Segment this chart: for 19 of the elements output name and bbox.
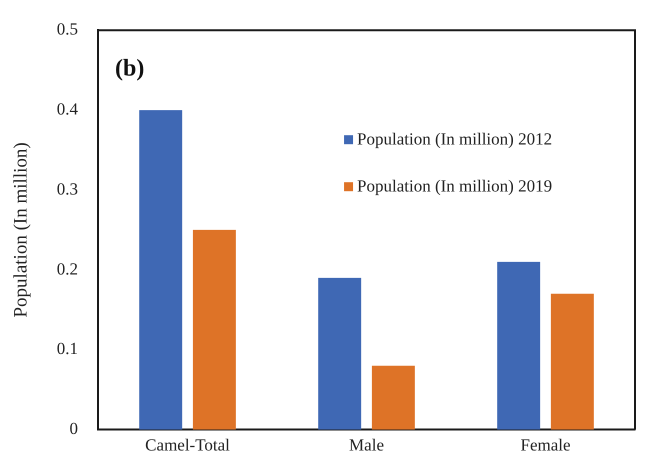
x-tick-label: Male [349,435,384,454]
annotation: (b) [115,55,144,82]
y-tick-label: 0.4 [56,100,79,119]
legend-label: Population (In million) 2019 [357,176,552,196]
y-tick-label: 0.1 [56,339,78,358]
bar [372,366,415,430]
x-tick-label: Camel-Total [145,435,230,454]
y-tick-label: 0.3 [56,179,78,198]
y-tick-label: 0 [70,419,78,438]
y-tick-label: 0.5 [56,20,78,39]
bar [139,110,182,430]
bar [497,262,540,430]
bar [550,294,594,430]
y-axis-title: Population (In million) [10,142,32,318]
legend-label: Population (In million) 2012 [357,130,552,149]
x-tick-label: Female [520,435,571,454]
bar [192,230,236,430]
bar [318,278,362,430]
y-tick-label: 0.2 [56,259,78,278]
